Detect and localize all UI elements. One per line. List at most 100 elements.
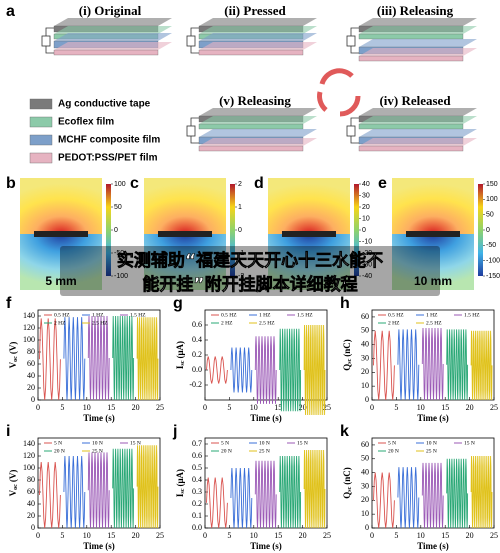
legend-label: 20 N	[388, 448, 399, 454]
y-axis-label-sub: sc	[180, 360, 186, 365]
waveform	[303, 324, 326, 416]
colorbar	[106, 184, 111, 276]
y-tick-label: 0.2	[192, 350, 202, 359]
y-tick-label: 100	[23, 335, 35, 344]
device-layer	[359, 48, 477, 56]
legend-swatch	[29, 152, 53, 164]
panel-label: f	[6, 295, 12, 312]
y-tick-label: 20	[361, 495, 369, 504]
y-tick-label: 40	[27, 499, 35, 508]
x-axis-label: Time (s)	[83, 541, 115, 551]
plot-frame	[37, 437, 161, 529]
y-tick-label: 0	[365, 395, 369, 404]
y-tick-label: 0.6	[192, 320, 202, 329]
y-axis-label-sub: oc	[13, 356, 19, 362]
colorbar-label: -30	[362, 261, 372, 268]
x-tick-label: 0	[36, 531, 40, 540]
legend-label: 25 N	[259, 448, 270, 454]
device-layer	[198, 123, 304, 130]
x-tick-label: 25	[156, 531, 164, 540]
y-axis-label-unit: (μA)	[175, 469, 185, 487]
x-tick-label: 5	[60, 531, 64, 540]
legend-label: 2 HZ	[221, 320, 233, 326]
y-tick-label: 50	[361, 454, 369, 463]
panel-label: h	[340, 295, 350, 312]
device-layer	[359, 108, 477, 116]
colorbar-label: 30	[362, 192, 370, 199]
x-axis-label: Time (s)	[83, 413, 115, 423]
waveform	[63, 455, 86, 529]
device-layer	[358, 123, 464, 130]
overlay-text: 能开挂”附开挂脚本详细教程	[142, 274, 357, 295]
y-tick-label: 60	[27, 359, 35, 368]
y-axis-label-unit: (V)	[8, 470, 18, 483]
resistor	[346, 125, 356, 137]
legend-label: 2.5 HZ	[92, 320, 108, 326]
device-layer	[54, 42, 172, 50]
x-tick-label: 0	[370, 403, 374, 412]
y-tick-label: 40	[27, 371, 35, 380]
electrode	[34, 231, 88, 237]
colorbar-label: 50	[114, 204, 122, 211]
x-tick-label: 15	[274, 531, 282, 540]
scale-label: 10 mm	[414, 274, 452, 288]
y-tick-label: 0.0	[192, 523, 202, 532]
y-tick-label: 10	[361, 509, 369, 518]
device-layer	[199, 18, 317, 26]
x-axis-label: Time (s)	[417, 541, 449, 551]
colorbar-label: -2	[238, 273, 244, 280]
legend-label: 10 N	[259, 440, 270, 446]
colorbar	[230, 184, 235, 276]
x-tick-label: 15	[107, 403, 115, 412]
y-tick-label: 100	[23, 463, 35, 472]
x-tick-label: 10	[250, 403, 258, 412]
y-axis-label-unit: (V)	[8, 342, 18, 355]
x-tick-label: 10	[250, 531, 258, 540]
colorbar-label: -1	[238, 250, 244, 257]
device-layer	[358, 33, 464, 40]
waveform	[446, 329, 469, 401]
waveform	[470, 455, 493, 529]
y-axis-label-main: V	[8, 489, 18, 496]
waveform	[112, 315, 135, 401]
y-axis-label-main: I	[175, 493, 185, 497]
y-tick-label: 30	[361, 481, 369, 490]
x-axis-label: Time (s)	[250, 413, 282, 423]
colorbar	[354, 184, 359, 276]
panel-label: d	[254, 175, 264, 192]
y-tick-label: 0	[31, 395, 35, 404]
waveform	[39, 318, 61, 401]
colorbar-label: -20	[362, 250, 372, 257]
legend-label: 10 N	[426, 440, 437, 446]
device-layer	[358, 55, 464, 62]
x-tick-label: 20	[299, 403, 307, 412]
x-tick-label: 25	[323, 403, 331, 412]
waveform	[421, 327, 444, 401]
waveform	[279, 455, 302, 529]
x-tick-label: 0	[203, 531, 207, 540]
device-layer	[359, 129, 477, 137]
stage-title: (iii) Releasing	[377, 3, 454, 18]
x-tick-label: 15	[274, 403, 282, 412]
device-layer	[359, 18, 477, 26]
y-tick-label: 40	[361, 339, 369, 348]
legend-label: 1 HZ	[259, 312, 271, 318]
waveform	[303, 449, 326, 529]
legend-label: 2.5 HZ	[426, 320, 442, 326]
device-layer	[199, 33, 317, 41]
plot-frame	[37, 309, 161, 401]
colorbar-label: 20	[362, 204, 370, 211]
y-axis-label-sub: sc	[347, 486, 353, 491]
colorbar-label: -100	[114, 273, 128, 280]
y-tick-label: 80	[27, 347, 35, 356]
panel-label: g	[173, 295, 183, 312]
device-layer	[199, 138, 317, 146]
x-axis-label: Time (s)	[417, 413, 449, 423]
plot-frame	[204, 437, 328, 529]
x-tick-label: 25	[490, 531, 498, 540]
waveform	[87, 315, 110, 401]
x-tick-label: 5	[394, 531, 398, 540]
colorbar-label: 2	[238, 181, 242, 188]
colorbar-label: 0	[486, 227, 490, 234]
y-tick-label: 20	[361, 367, 369, 376]
